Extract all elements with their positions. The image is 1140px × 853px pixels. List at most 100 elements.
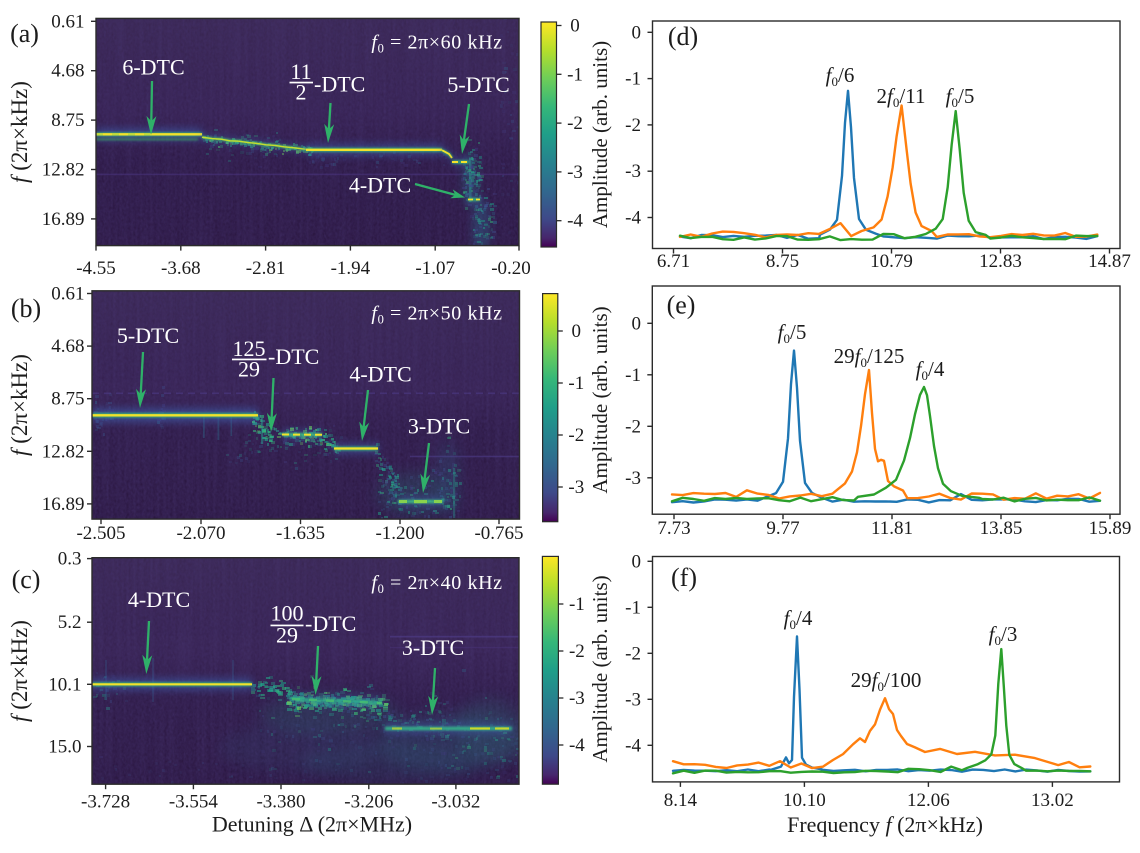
svg-text:-0.20: -0.20 [491, 258, 531, 279]
svg-text:15.89: 15.89 [1089, 518, 1132, 539]
svg-text:Amplitude (arb. units): Amplitude (arb. units) [588, 306, 612, 493]
svg-text:2f0/11: 2f0/11 [877, 84, 926, 110]
svg-text:-2: -2 [625, 416, 641, 437]
svg-text:6.71: 6.71 [657, 251, 690, 272]
svg-text:-4: -4 [567, 211, 583, 232]
svg-text:f0/3: f0/3 [989, 622, 1018, 648]
svg-text:8.75: 8.75 [51, 110, 84, 131]
svg-text:14.87: 14.87 [1088, 251, 1131, 272]
svg-text:13.85: 13.85 [980, 518, 1023, 539]
svg-text:f0 = 2π×40 kHz: f0 = 2π×40 kHz [371, 572, 502, 596]
svg-text:-3.380: -3.380 [256, 792, 305, 813]
svg-text:(c): (c) [12, 565, 41, 594]
svg-text:-3: -3 [567, 162, 583, 183]
svg-text:16.89: 16.89 [42, 494, 85, 515]
svg-text:-2: -2 [569, 641, 585, 662]
svg-text:-DTC: -DTC [314, 72, 365, 97]
svg-text:-1: -1 [625, 365, 641, 386]
svg-text:-3.032: -3.032 [431, 792, 480, 813]
svg-text:-0.765: -0.765 [474, 523, 523, 544]
svg-text:29: 29 [276, 623, 298, 648]
svg-text:-2.070: -2.070 [176, 523, 225, 544]
svg-text:(a): (a) [10, 19, 39, 48]
svg-text:-3.554: -3.554 [169, 792, 219, 813]
svg-text:2: 2 [296, 80, 307, 105]
svg-text:4.68: 4.68 [51, 336, 84, 357]
svg-text:Amplitude (arb. units): Amplitude (arb. units) [588, 41, 612, 228]
svg-text:-2.505: -2.505 [76, 523, 125, 544]
svg-text:5.2: 5.2 [58, 612, 82, 633]
svg-text:12.83: 12.83 [979, 251, 1022, 272]
svg-text:-4: -4 [569, 735, 585, 756]
svg-text:7.73: 7.73 [657, 518, 690, 539]
svg-text:-1: -1 [625, 597, 641, 618]
svg-text:16.89: 16.89 [42, 209, 85, 230]
svg-text:0: 0 [632, 551, 642, 572]
svg-text:-1.200: -1.200 [375, 523, 424, 544]
svg-text:(e): (e) [667, 291, 696, 320]
svg-text:-1.07: -1.07 [415, 258, 455, 279]
svg-text:100: 100 [271, 601, 304, 626]
svg-text:Frequency f (2π×kHz): Frequency f (2π×kHz) [787, 812, 983, 837]
svg-text:-4.55: -4.55 [76, 258, 116, 279]
svg-text:4-DTC: 4-DTC [349, 173, 411, 198]
svg-text:15.0: 15.0 [48, 737, 81, 758]
svg-text:-3.206: -3.206 [344, 792, 393, 813]
svg-text:-3.728: -3.728 [81, 792, 130, 813]
svg-text:Amplitude (arb. units): Amplitude (arb. units) [588, 575, 612, 762]
svg-text:-1: -1 [567, 64, 583, 85]
svg-text:-2.81: -2.81 [246, 258, 286, 279]
svg-text:-1.94: -1.94 [331, 258, 371, 279]
svg-text:-4: -4 [625, 208, 641, 229]
svg-text:29: 29 [238, 357, 260, 382]
svg-text:0.61: 0.61 [51, 284, 84, 305]
svg-text:11.81: 11.81 [871, 518, 913, 539]
svg-text:13.02: 13.02 [1031, 790, 1074, 811]
svg-text:6-DTC: 6-DTC [122, 55, 184, 80]
svg-text:0.3: 0.3 [58, 549, 82, 570]
svg-text:8.14: 8.14 [664, 790, 698, 811]
svg-text:-2: -2 [625, 643, 641, 664]
svg-text:f (2π×kHz): f (2π×kHz) [7, 354, 32, 456]
svg-text:9.77: 9.77 [766, 518, 799, 539]
svg-text:f0/4: f0/4 [916, 357, 945, 383]
svg-text:3-DTC: 3-DTC [408, 414, 470, 439]
svg-text:-1: -1 [569, 594, 585, 615]
svg-text:-2: -2 [568, 425, 584, 446]
svg-text:10.10: 10.10 [783, 790, 826, 811]
svg-text:11: 11 [290, 59, 311, 84]
svg-text:-1: -1 [625, 69, 641, 90]
svg-text:8.75: 8.75 [766, 251, 799, 272]
svg-text:0: 0 [570, 16, 580, 37]
svg-text:0.61: 0.61 [51, 11, 84, 32]
svg-text:5-DTC: 5-DTC [447, 72, 509, 97]
svg-text:8.75: 8.75 [51, 389, 84, 410]
svg-text:-3: -3 [625, 468, 641, 489]
svg-text:29f0/100: 29f0/100 [851, 668, 922, 694]
svg-text:f (2π×kHz): f (2π×kHz) [7, 620, 32, 722]
svg-text:f0/5: f0/5 [778, 320, 807, 346]
svg-text:f0/4: f0/4 [784, 606, 813, 632]
svg-text:125: 125 [233, 336, 266, 361]
svg-text:-3.68: -3.68 [161, 258, 201, 279]
svg-text:0: 0 [572, 321, 582, 342]
svg-text:4-DTC: 4-DTC [349, 362, 411, 387]
svg-text:f0/5: f0/5 [946, 84, 975, 110]
svg-text:5-DTC: 5-DTC [117, 323, 179, 348]
svg-text:-3: -3 [625, 161, 641, 182]
svg-text:0: 0 [632, 22, 642, 43]
svg-text:12.82: 12.82 [42, 160, 85, 181]
svg-text:3-DTC: 3-DTC [402, 635, 464, 660]
svg-text:-4: -4 [625, 735, 641, 756]
svg-text:-2: -2 [625, 115, 641, 136]
svg-text:-3: -3 [569, 688, 585, 709]
svg-text:-DTC: -DTC [268, 344, 319, 369]
svg-text:12.06: 12.06 [907, 790, 950, 811]
svg-text:f0 = 2π×50 kHz: f0 = 2π×50 kHz [371, 303, 502, 327]
svg-text:-DTC: -DTC [305, 611, 356, 636]
svg-text:0: 0 [632, 313, 642, 334]
svg-text:-3: -3 [568, 477, 584, 498]
svg-text:4.68: 4.68 [51, 61, 84, 82]
svg-text:(b): (b) [11, 294, 41, 323]
svg-text:f (2π×kHz): f (2π×kHz) [7, 81, 32, 183]
